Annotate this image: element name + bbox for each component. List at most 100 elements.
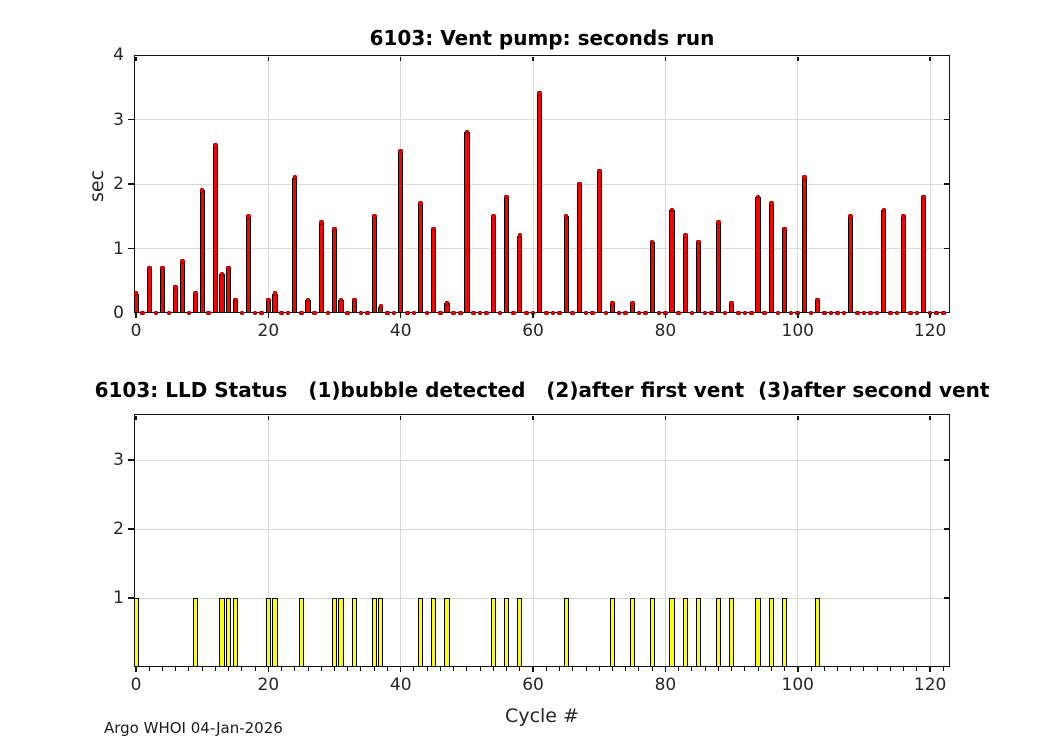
data-point-marker: [848, 213, 854, 219]
bar: [318, 222, 324, 313]
data-point-marker: [596, 168, 602, 174]
x-tick-minor: [863, 667, 865, 671]
bar: [563, 598, 569, 667]
x-tick-minor: [611, 667, 613, 671]
x-tick-minor: [638, 667, 640, 671]
bar: [417, 598, 424, 667]
bar: [417, 203, 424, 313]
y-tick-left: [128, 459, 134, 461]
bar: [225, 267, 232, 313]
data-point-marker: [510, 310, 516, 316]
x-tick-minor: [228, 667, 230, 671]
x-tick-major-top: [267, 56, 270, 61]
x-tick-minor: [598, 667, 600, 671]
data-point-marker: [272, 291, 278, 296]
bar: [576, 184, 583, 313]
data-point-marker: [868, 310, 873, 316]
bar: [173, 287, 179, 313]
x-tick-minor: [651, 667, 653, 671]
x-tick-major-top: [267, 415, 270, 420]
x-tick-major-bottom: [797, 667, 799, 672]
bar: [331, 229, 338, 313]
data-point-marker: [166, 310, 172, 316]
bar: [192, 293, 199, 313]
y-tick-label: 2: [113, 174, 124, 194]
x-tick-minor: [188, 667, 190, 671]
x-tick-label: 100: [781, 675, 815, 695]
data-point-marker: [285, 310, 291, 316]
bar: [848, 216, 854, 313]
x-tick-minor: [466, 667, 468, 671]
bar: [292, 177, 298, 313]
y-tick-label: 2: [113, 519, 124, 540]
bar: [669, 209, 675, 313]
y-tick-right: [943, 459, 949, 461]
data-point-marker: [544, 310, 549, 316]
data-point-marker: [722, 310, 728, 316]
grid-line-vertical: [664, 414, 666, 667]
x-tick-major-top: [664, 56, 667, 61]
x-tick-minor: [519, 667, 521, 671]
x-tick-minor: [942, 667, 944, 671]
y-tick-left: [128, 118, 134, 121]
x-tick-major-bottom: [267, 313, 270, 318]
data-point-marker: [808, 310, 814, 316]
x-tick-major-bottom: [664, 667, 667, 672]
y-tick-label: 1: [113, 238, 124, 259]
bar: [265, 598, 271, 667]
data-point-marker: [755, 194, 761, 200]
x-tick-minor: [373, 667, 375, 671]
data-point-marker: [239, 310, 245, 316]
bar: [629, 598, 635, 667]
data-point-marker: [279, 310, 284, 316]
bar: [728, 598, 735, 667]
x-tick-minor: [572, 667, 574, 671]
data-point-marker: [855, 310, 860, 316]
data-point-marker: [603, 310, 609, 316]
data-point-marker: [405, 310, 410, 316]
y-tick-label: 1: [113, 588, 124, 609]
data-point-marker: [266, 297, 271, 303]
x-tick-minor: [784, 667, 786, 671]
x-tick-minor: [161, 667, 163, 671]
bar: [232, 598, 238, 667]
data-point-marker: [590, 310, 595, 316]
x-tick-major-top: [399, 415, 402, 420]
x-tick-label: 80: [654, 321, 677, 341]
data-point-marker: [821, 310, 827, 316]
x-tick-minor: [506, 667, 508, 671]
grid-line-vertical: [929, 414, 931, 667]
x-tick-minor: [175, 667, 177, 671]
bar: [563, 216, 569, 313]
data-point-marker: [451, 310, 456, 316]
data-point-marker: [682, 233, 688, 238]
y-tick-right: [943, 597, 949, 599]
grid-line-vertical: [797, 414, 799, 667]
top-chart-title: 6103: Vent pump: seconds run: [369, 26, 715, 50]
x-tick-minor: [559, 667, 561, 671]
x-tick-minor: [678, 667, 680, 671]
bar: [245, 216, 252, 313]
bar: [715, 598, 721, 667]
data-point-marker: [927, 310, 933, 316]
grid-line-vertical: [267, 414, 269, 667]
bar: [134, 598, 139, 667]
x-tick-major-bottom: [267, 667, 270, 672]
data-point-marker: [762, 310, 767, 316]
grid-line-horizontal: [134, 597, 950, 599]
data-point-marker: [861, 310, 867, 316]
data-point-marker: [464, 130, 470, 135]
x-tick-minor: [453, 667, 455, 671]
data-point-marker: [742, 310, 748, 316]
data-point-marker: [921, 194, 926, 200]
data-point-marker: [252, 310, 258, 316]
x-tick-major-bottom: [399, 313, 402, 318]
bar: [219, 598, 225, 667]
data-point-marker: [153, 310, 159, 316]
x-tick-major-bottom: [532, 667, 534, 672]
data-point-marker: [729, 301, 734, 306]
bar: [179, 261, 185, 313]
y-tick-label: 3: [113, 450, 124, 471]
x-tick-major-bottom: [929, 313, 931, 318]
bar: [199, 190, 205, 313]
